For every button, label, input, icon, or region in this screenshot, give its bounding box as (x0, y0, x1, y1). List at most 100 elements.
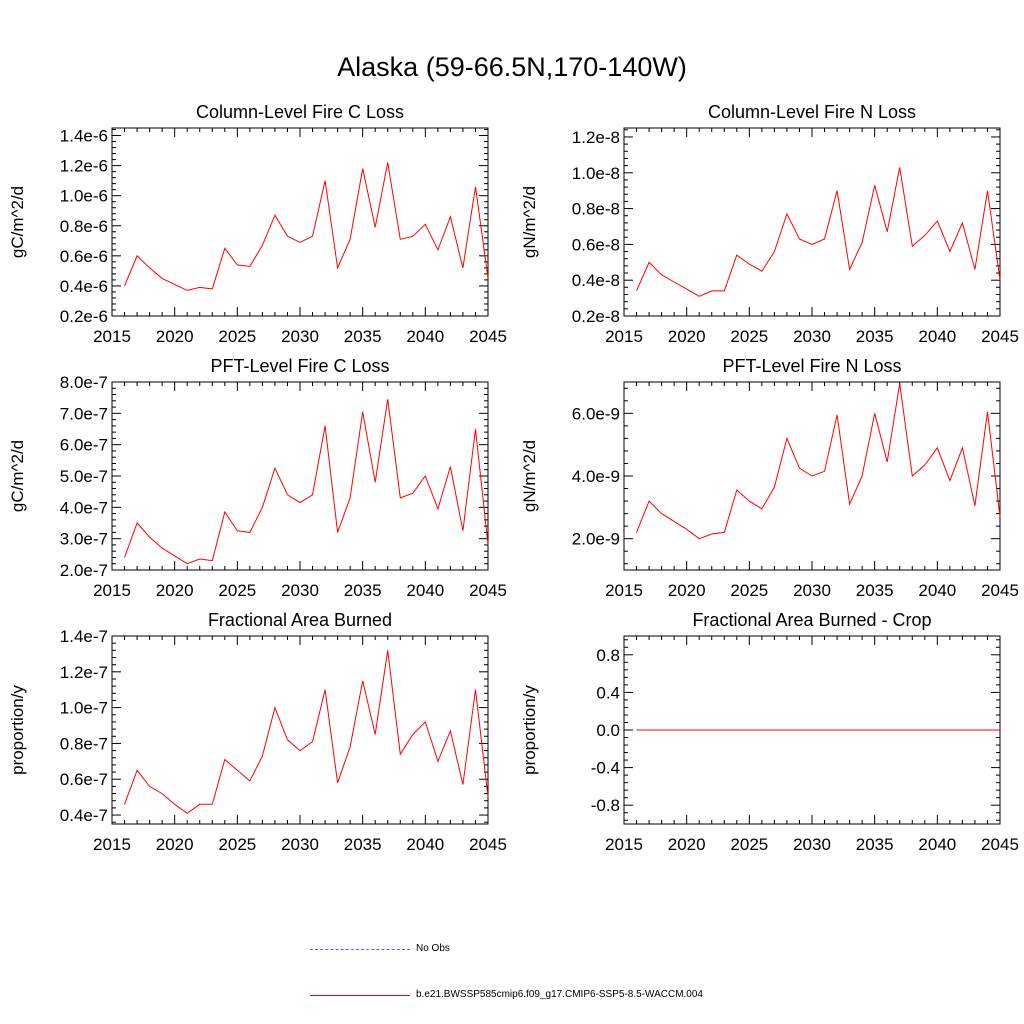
x-tick-label: 2025 (218, 835, 256, 854)
chart-panel-3: 2015 2020 2025 2030 2035 2040 2045 2.0e-7 3.0e-7… (8, 356, 507, 600)
y-tick-label: 0.4e-7 (60, 806, 108, 825)
y-tick-label: 0.8e-6 (60, 217, 108, 236)
plot-frame (111, 635, 489, 825)
y-axis-label: gC/m^2/d (8, 440, 27, 512)
y-tick-label: 0.8 (596, 646, 620, 665)
y-tick-label: 0.8e-7 (60, 734, 108, 753)
y-tick-label: 0.4e-8 (572, 271, 620, 290)
x-tick-label: 2025 (218, 581, 256, 600)
x-tick-label: 2020 (668, 581, 706, 600)
y-tick-label: 5.0e-7 (60, 467, 108, 486)
x-tick-label: 2040 (406, 327, 444, 346)
y-tick-label: 0.4 (596, 683, 620, 702)
y-tick-label: 0.2e-6 (60, 307, 108, 326)
legend-obs-line (310, 949, 410, 950)
chart-title: PFT-Level Fire C Loss (210, 356, 389, 376)
series-line (636, 167, 1001, 297)
chart-panel-2: 2015 2020 2025 2030 2035 2040 2045 0.2e-8 0.4e-8… (520, 102, 1019, 346)
y-axis-label: proportion/y (520, 685, 539, 775)
x-tick-label: 2045 (981, 581, 1019, 600)
x-tick-label: 2015 (93, 327, 131, 346)
x-tick-label: 2040 (918, 581, 956, 600)
plot-frame (111, 381, 489, 571)
x-tick-label: 2040 (918, 835, 956, 854)
series-line (124, 399, 489, 565)
x-tick-label: 2030 (793, 327, 831, 346)
x-tick-label: 2030 (281, 327, 319, 346)
y-tick-label: 0.6e-8 (572, 235, 620, 254)
y-tick-label: 2.0e-9 (572, 530, 620, 549)
y-tick-label: 1.2e-8 (572, 128, 620, 147)
y-tick-label: 4.0e-7 (60, 498, 108, 517)
page-title: Alaska (59-66.5N,170-140W) (337, 52, 687, 82)
y-tick-label: 7.0e-7 (60, 404, 108, 423)
x-tick-label: 2025 (730, 327, 768, 346)
x-tick-label: 2035 (344, 835, 382, 854)
x-tick-label: 2035 (856, 327, 894, 346)
x-tick-label: 2045 (981, 327, 1019, 346)
y-tick-label: 0.8e-8 (572, 200, 620, 219)
x-tick-label: 2035 (856, 581, 894, 600)
chart-panel-4: 2015 2020 2025 2030 2035 2040 2045 2.0e-9 4.0e-9… (520, 356, 1019, 600)
chart-panel-5: 2015 2020 2025 2030 2035 2040 2045 0.4e-7 0.6e-7… (8, 610, 507, 854)
y-tick-label: 0.0 (596, 721, 620, 740)
y-tick-label: -0.8 (591, 796, 620, 815)
y-axis-label: gN/m^2/d (520, 186, 539, 258)
y-tick-label: 1.2e-7 (60, 663, 108, 682)
y-tick-label: 0.4e-6 (60, 277, 108, 296)
series-line (636, 383, 1001, 540)
legend-model-label: b.e21.BWSSP585cmip6.f09_g17.CMIP6-SSP5-8… (416, 989, 703, 1000)
x-tick-label: 2030 (281, 835, 319, 854)
chart-title: Fractional Area Burned - Crop (692, 610, 931, 630)
x-tick-label: 2020 (156, 835, 194, 854)
series-line (124, 162, 489, 291)
x-tick-label: 2025 (730, 835, 768, 854)
chart-panel-6: 2015 2020 2025 2030 2035 2040 2045 -0.8 -0.4 0.0 0… (520, 610, 1019, 854)
y-tick-label: 0.2e-8 (572, 307, 620, 326)
x-tick-label: 2045 (981, 835, 1019, 854)
legend-model-line (310, 995, 410, 996)
y-tick-label: 1.0e-7 (60, 699, 108, 718)
x-tick-label: 2035 (344, 581, 382, 600)
plot-frame (111, 127, 489, 317)
x-tick-label: 2030 (793, 835, 831, 854)
chart-panel-1: 2015 2020 2025 2030 2035 2040 2045 0.2e-6 0.4e-6… (8, 102, 507, 346)
y-tick-label: 0.6e-7 (60, 770, 108, 789)
x-tick-label: 2015 (93, 581, 131, 600)
y-tick-label: 6.0e-7 (60, 436, 108, 455)
x-tick-label: 2025 (730, 581, 768, 600)
x-tick-label: 2015 (605, 835, 643, 854)
y-tick-label: 6.0e-9 (572, 404, 620, 423)
x-tick-label: 2015 (93, 835, 131, 854)
x-tick-label: 2025 (218, 327, 256, 346)
chart-title: PFT-Level Fire N Loss (722, 356, 901, 376)
y-tick-label: -0.4 (591, 759, 620, 778)
y-axis-label: gC/m^2/d (8, 186, 27, 258)
y-axis-label: proportion/y (8, 685, 27, 775)
legend-obs-label: No Obs (416, 943, 450, 954)
x-tick-label: 2045 (469, 581, 507, 600)
x-tick-label: 2020 (668, 835, 706, 854)
y-tick-label: 1.2e-6 (60, 157, 108, 176)
x-tick-label: 2015 (605, 581, 643, 600)
series-line (124, 650, 489, 814)
chart-title: Column-Level Fire N Loss (708, 102, 916, 122)
y-tick-label: 3.0e-7 (60, 530, 108, 549)
y-axis-label: gN/m^2/d (520, 440, 539, 512)
y-tick-label: 4.0e-9 (572, 467, 620, 486)
x-tick-label: 2040 (918, 327, 956, 346)
x-tick-label: 2015 (605, 327, 643, 346)
y-tick-label: 8.0e-7 (60, 373, 108, 392)
y-tick-label: 0.6e-6 (60, 247, 108, 266)
x-tick-label: 2030 (793, 581, 831, 600)
y-tick-label: 1.0e-8 (572, 164, 620, 183)
x-tick-label: 2040 (406, 835, 444, 854)
chart-title: Column-Level Fire C Loss (196, 102, 404, 122)
x-tick-label: 2020 (156, 581, 194, 600)
x-tick-label: 2035 (344, 327, 382, 346)
plot-frame (623, 127, 1001, 317)
x-tick-label: 2020 (156, 327, 194, 346)
x-tick-label: 2030 (281, 581, 319, 600)
x-tick-label: 2045 (469, 327, 507, 346)
